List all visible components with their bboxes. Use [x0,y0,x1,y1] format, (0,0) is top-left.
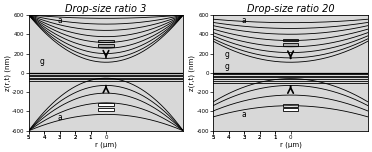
Y-axis label: z(r,t) (nm): z(r,t) (nm) [4,55,11,91]
Bar [98,40,114,42]
Text: a: a [242,110,247,119]
Title: Drop-size ratio 3: Drop-size ratio 3 [65,4,147,14]
X-axis label: r (μm): r (μm) [95,141,117,148]
Y-axis label: z(r,t) (nm): z(r,t) (nm) [189,55,195,91]
Text: g: g [224,62,229,71]
Text: a: a [242,16,247,25]
X-axis label: r (μm): r (μm) [280,141,302,148]
Text: a: a [57,113,62,122]
Text: g: g [224,50,229,59]
Bar [283,104,298,107]
Text: g: g [39,57,44,66]
Bar [98,108,114,111]
Text: a: a [57,16,62,25]
Bar [283,108,298,111]
Title: Drop-size ratio 20: Drop-size ratio 20 [247,4,334,14]
Bar [283,39,298,41]
Bar [98,44,114,47]
Bar [283,43,298,46]
Bar [98,103,114,106]
